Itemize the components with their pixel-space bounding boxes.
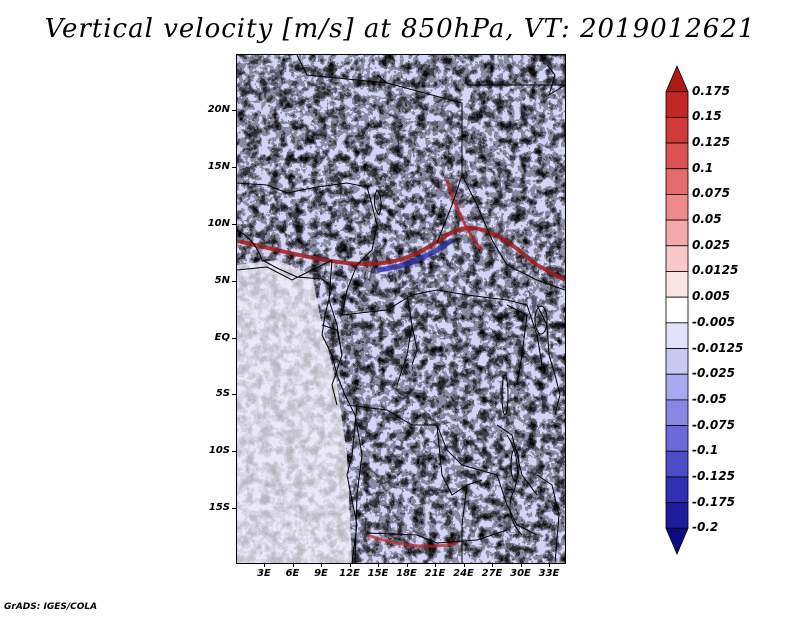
colorbar-swatch [665, 527, 689, 556]
lat-tick [232, 451, 236, 452]
lat-tick [232, 224, 236, 225]
lon-label: 27E [481, 568, 503, 579]
lon-tick [321, 563, 322, 567]
colorbar-level-label: 0.05 [692, 212, 722, 227]
descent-band [376, 237, 454, 273]
lon-label: 15E [367, 568, 389, 579]
colorbar-level-label: -0.05 [692, 391, 727, 406]
colorbar-swatch [665, 296, 689, 324]
colorbar-level-label: 0.0125 [692, 263, 739, 278]
colorbar-swatch [665, 322, 689, 349]
colorbar-swatch [665, 425, 689, 452]
ascent-band-itcz [237, 225, 565, 282]
lon-tick [549, 563, 550, 567]
map-canvas [237, 55, 565, 563]
lon-tick [463, 563, 465, 567]
lon-label: 21E [424, 568, 446, 579]
chart-title: Vertical velocity [m/s] at 850hPa, VT: 2… [44, 14, 756, 44]
grads-credit: GrADS: IGES/COLA [4, 602, 98, 612]
colorbar-swatch [665, 142, 689, 170]
lon-label: 33E [538, 568, 560, 579]
lon-tick [435, 563, 436, 567]
lat-label: 20N [207, 104, 230, 115]
colorbar-level-label: -0.2 [692, 520, 719, 535]
lat-tick [232, 281, 236, 282]
colorbar-level-label: 0.075 [692, 186, 730, 201]
colorbar-swatch [665, 373, 689, 401]
lat-tick [232, 110, 236, 111]
lon-label: 6E [285, 568, 300, 579]
lat-tick [232, 394, 236, 395]
lon-tick [520, 563, 522, 567]
colorbar-level-label: 0.025 [692, 237, 730, 252]
colorbar-level-label: 0.15 [692, 109, 722, 124]
lon-label: 9E [314, 568, 328, 579]
lakes [501, 305, 548, 482]
colorbar-level-label: -0.075 [692, 417, 735, 432]
lat-label: EQ [214, 332, 230, 343]
lat-tick [232, 508, 236, 509]
colorbar-swatch [665, 219, 689, 247]
lat-label: 5N [214, 275, 230, 286]
lon-tick [292, 563, 294, 567]
colorbar [665, 64, 689, 556]
colorbar-level-label: 0.175 [692, 83, 730, 98]
lat-label: 10N [207, 218, 230, 229]
colorbar-level-label: 0.005 [692, 289, 730, 304]
colorbar-swatch [665, 271, 689, 298]
colorbar-level-label: -0.0125 [692, 340, 744, 355]
lon-tick [378, 563, 379, 567]
colorbar-swatch [665, 450, 689, 478]
colorbar-level-label: -0.175 [692, 494, 735, 509]
colorbar-swatch [665, 399, 689, 426]
lon-label: 3E [257, 568, 271, 579]
colorbar-swatch [665, 194, 689, 221]
lon-label: 30E [510, 568, 531, 579]
colorbar-swatch [665, 91, 689, 118]
colorbar-swatch [665, 348, 689, 375]
lat-tick [232, 338, 236, 339]
colorbar-level-label: -0.005 [692, 314, 735, 329]
lon-label: 24E [453, 568, 474, 579]
colorbar-level-label: -0.125 [692, 468, 735, 483]
colorbar-swatch [665, 245, 689, 272]
lat-label: 10S [208, 445, 230, 456]
ocean-smooth-area [237, 260, 352, 563]
ascent-band-ne [445, 179, 484, 251]
map-panel [236, 54, 566, 564]
colorbar-level-label: 0.1 [692, 160, 714, 175]
colorbar-swatch [665, 502, 689, 529]
colorbar-level-label: -0.1 [692, 443, 719, 458]
lon-tick [406, 563, 408, 567]
lon-label: 12E [339, 568, 360, 579]
lat-label: 5S [215, 388, 230, 399]
colorbar-swatch [665, 476, 689, 504]
country-borders [237, 55, 565, 563]
lat-tick [232, 167, 236, 168]
colorbar-level-label: -0.025 [692, 366, 735, 381]
lon-tick [264, 563, 265, 567]
colorbar-level-label: 0.125 [692, 135, 730, 150]
lat-label: 15S [208, 502, 230, 513]
lat-label: 15N [207, 161, 230, 172]
colorbar-swatch [665, 116, 689, 144]
colorbar-swatch [665, 64, 689, 93]
lon-tick [349, 563, 351, 567]
colorbar-swatch [665, 168, 689, 195]
ascent-band-south [366, 533, 458, 548]
lon-tick [492, 563, 493, 567]
lon-label: 18E [396, 568, 417, 579]
